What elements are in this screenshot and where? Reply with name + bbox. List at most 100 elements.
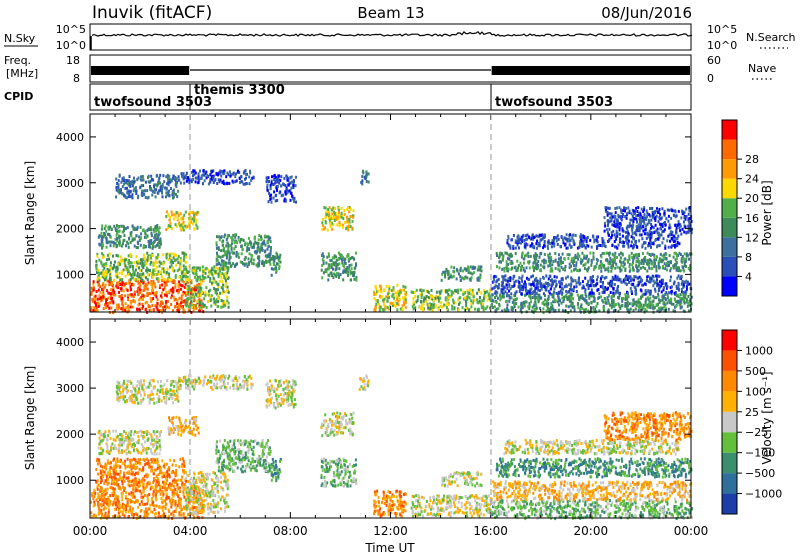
colorbar-tick-label-6: −500 bbox=[745, 467, 775, 480]
nsky-trace bbox=[91, 31, 693, 37]
colorbar-tick-label-0: 1000 bbox=[745, 344, 773, 357]
velocity-colorbar: 1000 500 100 25 −25 −100 −500 −1000 bbox=[721, 329, 782, 515]
freq-frame bbox=[89, 54, 692, 83]
echo-band-2 bbox=[97, 224, 162, 250]
colorbar-swatch-7 bbox=[722, 139, 737, 160]
colorbar-swatch-8 bbox=[722, 330, 737, 351]
colorbar-tick-label-6: 28 bbox=[745, 153, 759, 166]
colorbar-tick-label-1: 8 bbox=[745, 251, 752, 264]
echo-band-1 bbox=[95, 251, 188, 282]
cpid-label: CPID bbox=[4, 90, 33, 103]
velocity-ylabel: Slant Range [km] bbox=[23, 366, 37, 470]
colorbar-swatch-4 bbox=[722, 198, 737, 218]
ytick-label-3: 4000 bbox=[56, 336, 84, 349]
echo-band-14 bbox=[410, 494, 493, 518]
velocity-frame bbox=[89, 318, 692, 519]
ytick-label-1: 2000 bbox=[56, 223, 84, 236]
freq-tick-top: 18 bbox=[66, 54, 80, 67]
xtick-label-0: 00:00 bbox=[73, 524, 108, 538]
station-title: Inuvik (fitACF) bbox=[92, 3, 212, 23]
echo-band-20 bbox=[603, 206, 693, 237]
colorbar-tick-label-0: 4 bbox=[745, 270, 752, 283]
cpid-frame bbox=[89, 83, 692, 111]
nave-label: Nave bbox=[748, 62, 776, 75]
nsky-label: N.Sky bbox=[4, 32, 36, 45]
colorbar-tick-label-3: 16 bbox=[745, 212, 759, 225]
echo-band-5 bbox=[167, 415, 200, 437]
xtick-label-6: 00:00 bbox=[674, 524, 709, 538]
colorbar-swatch-8 bbox=[722, 120, 737, 140]
echo-band-0 bbox=[90, 484, 205, 520]
colorbar-swatch-1 bbox=[722, 256, 737, 277]
echo-band-1 bbox=[95, 457, 188, 488]
nsearch-label: N.Search bbox=[746, 31, 796, 44]
echo-band-8 bbox=[265, 378, 297, 410]
ytick-label-0: 1000 bbox=[56, 474, 84, 487]
colorbar-swatch-7 bbox=[722, 350, 737, 371]
freq-band-2 bbox=[491, 66, 690, 75]
echo-band-17 bbox=[492, 480, 693, 502]
echo-band-4 bbox=[178, 169, 255, 186]
echo-band-11 bbox=[320, 457, 358, 488]
colorbar-swatch-6 bbox=[722, 370, 737, 392]
xtick-label-1: 04:00 bbox=[173, 524, 208, 538]
echo-band-4 bbox=[177, 374, 254, 391]
colorbar-tick-label-4: 20 bbox=[745, 192, 759, 205]
ytick-label-2: 3000 bbox=[56, 177, 84, 190]
power-panel: 1000 2000 3000 4000 Slant Range [km] 4 8 12 16… bbox=[23, 113, 774, 315]
nsky-tick-bottom: 10^0 bbox=[56, 39, 86, 52]
nave-tick-bottom: 0 bbox=[707, 72, 714, 85]
nsky-frame bbox=[89, 23, 692, 51]
colorbar-tick-label-3: 25 bbox=[745, 406, 759, 419]
echo-band-6 bbox=[185, 471, 230, 516]
freq-label-1: Freq. bbox=[4, 54, 31, 67]
nave-tick-top: 60 bbox=[707, 54, 721, 67]
time-xlabel: Time UT bbox=[364, 541, 415, 554]
power-ylabel: Slant Range [km] bbox=[23, 161, 37, 265]
colorbar-swatch-5 bbox=[722, 178, 737, 199]
echo-band-15 bbox=[441, 471, 483, 488]
echo-band-3 bbox=[115, 378, 180, 405]
colorbar-swatch-3 bbox=[722, 217, 737, 238]
colorbar-swatch-1 bbox=[722, 473, 737, 494]
echo-band-16 bbox=[491, 498, 693, 521]
echo-band-10 bbox=[320, 411, 355, 438]
echo-band-20 bbox=[603, 411, 693, 442]
freq-panel: Freq. [MHz] 18 8 60 0 Nave bbox=[4, 54, 776, 85]
power-heatmap bbox=[90, 169, 693, 315]
ytick-label-3: 4000 bbox=[56, 131, 84, 144]
cpid-segment-2: themis 3300 bbox=[194, 83, 285, 98]
echo-band-18 bbox=[495, 457, 693, 479]
colorbar-swatch-3 bbox=[722, 432, 737, 453]
freq-bars bbox=[91, 66, 690, 75]
colorbar-swatch-5 bbox=[722, 391, 737, 412]
echo-band-17 bbox=[490, 274, 693, 296]
ytick-label-1: 2000 bbox=[56, 428, 84, 441]
velocity-colorbar-label: Velocity [m s⁻¹] bbox=[760, 371, 774, 464]
nsky-panel: N.Sky 10^5 10^0 10^5 10^0 N.Search bbox=[4, 23, 796, 52]
cpid-segment-3: twofsound 3503 bbox=[495, 95, 613, 110]
echo-band-18 bbox=[495, 251, 693, 273]
cpid-panel: CPID twofsound 3503 themis 3300 twofsoun… bbox=[4, 83, 692, 111]
echo-band-16 bbox=[490, 292, 693, 315]
colorbar-swatch-2 bbox=[722, 452, 737, 474]
velocity-panel: 1000 2000 3000 4000 Slant Range [km] 1000 50… bbox=[23, 318, 782, 554]
velocity-heatmap bbox=[90, 374, 693, 521]
echo-band-3 bbox=[115, 173, 180, 200]
power-colorbar-label: Power [dB] bbox=[760, 180, 774, 245]
colorbar-swatch-4 bbox=[722, 411, 737, 433]
xtick-label-4: 16:00 bbox=[473, 524, 508, 538]
colorbar-swatch-0 bbox=[722, 493, 737, 514]
colorbar-swatch-6 bbox=[722, 159, 737, 179]
freq-tick-bottom: 8 bbox=[73, 72, 80, 85]
echo-band-9 bbox=[270, 251, 282, 277]
echo-band-10 bbox=[321, 205, 355, 232]
power-frame bbox=[89, 113, 692, 313]
echo-band-15 bbox=[440, 265, 483, 282]
echo-band-19 bbox=[503, 438, 680, 456]
xtick-label-5: 20:00 bbox=[574, 524, 609, 538]
echo-band-19 bbox=[506, 233, 681, 250]
colorbar-tick-label-7: −1000 bbox=[745, 488, 782, 501]
colorbar-tick-label-2: 100 bbox=[745, 385, 766, 398]
